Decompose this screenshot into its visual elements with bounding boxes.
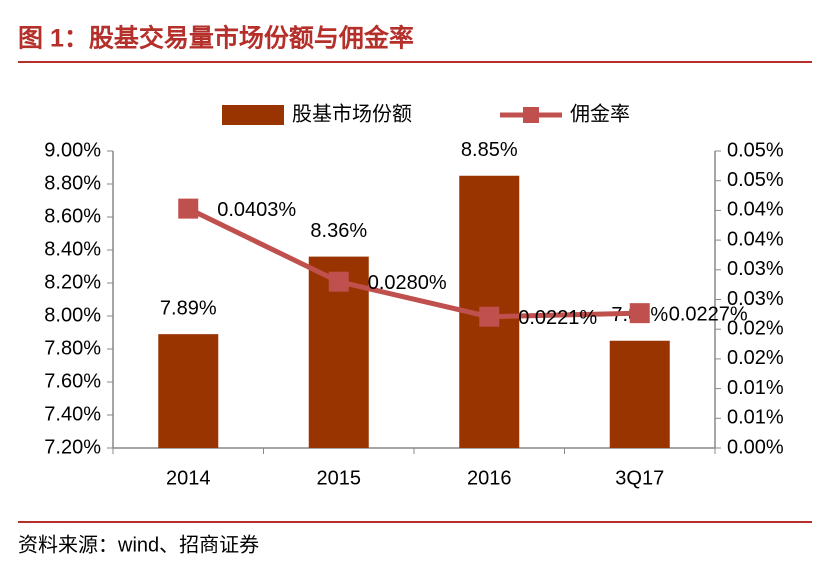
legend-marker <box>523 107 539 123</box>
legend-label: 佣金率 <box>570 102 630 125</box>
y2-tick-label: 0.05% <box>727 169 784 191</box>
y2-tick-label: 0.01% <box>727 377 784 399</box>
x-tick-label: 2014 <box>166 467 211 489</box>
line-marker <box>328 271 349 292</box>
y-tick-label: 7.80% <box>44 337 101 359</box>
y2-tick-label: 0.01% <box>727 407 784 429</box>
legend-swatch <box>222 105 284 125</box>
y-tick-label: 8.00% <box>44 304 101 326</box>
y-tick-label: 9.00% <box>44 139 101 161</box>
y-tick-label: 7.40% <box>44 403 101 425</box>
y2-tick-label: 0.02% <box>727 317 784 339</box>
line-value-label: 0.0403% <box>217 199 296 221</box>
chart-title: 图 1：股基交易量市场份额与佣金率 <box>18 24 414 53</box>
legend-label: 股基市场份额 <box>292 102 412 125</box>
x-tick-label: 3Q17 <box>615 467 664 489</box>
y2-tick-label: 0.02% <box>727 347 784 369</box>
bar <box>158 334 219 448</box>
line-value-label: 0.0280% <box>368 272 447 294</box>
y2-tick-label: 0.05% <box>727 139 784 161</box>
line-marker <box>479 306 500 327</box>
line-value-label: 0.0227% <box>669 303 748 325</box>
y-tick-label: 8.80% <box>44 172 101 194</box>
line-marker <box>178 198 199 219</box>
line <box>187 206 640 320</box>
line-value-label: 0.0221% <box>518 307 597 329</box>
y2-tick-label: 0.00% <box>727 436 784 458</box>
bar-value-label: 7.89% <box>160 297 217 319</box>
y-tick-label: 7.20% <box>44 436 101 458</box>
y2-tick-label: 0.04% <box>727 228 784 250</box>
x-tick-label: 2016 <box>467 467 512 489</box>
y-tick-label: 8.20% <box>44 271 101 293</box>
x-tick-label: 2015 <box>317 467 362 489</box>
y-tick-label: 7.60% <box>44 370 101 392</box>
y-tick-label: 8.60% <box>44 205 101 227</box>
source: 资料来源：wind、招商证券 <box>18 533 259 556</box>
bar-value-label: 8.36% <box>310 220 367 242</box>
y2-tick-label: 0.04% <box>727 199 784 221</box>
bar <box>609 340 670 448</box>
line-marker <box>629 303 650 324</box>
y2-tick-label: 0.03% <box>727 288 784 310</box>
y-tick-label: 8.40% <box>44 238 101 260</box>
y2-tick-label: 0.03% <box>727 258 784 280</box>
bar-value-label: 8.85% <box>461 139 518 161</box>
